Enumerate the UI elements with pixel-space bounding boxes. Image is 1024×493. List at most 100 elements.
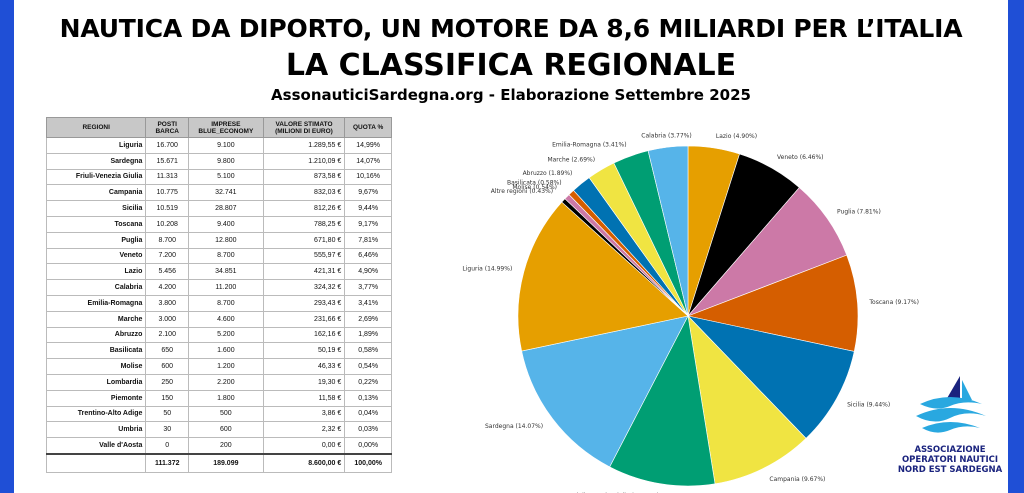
pie-label: Altre regioni (0.43%) (491, 188, 553, 195)
table-row: Puglia 8.700 12.800 671,80 €7,81% (45, 231, 392, 249)
logo-line-2: OPERATORI NAUTICI (901, 455, 999, 465)
pie-slice (687, 315, 807, 485)
table-row: Calabria 4.200 11.200 324,32 €3,77% (45, 279, 392, 296)
table-cell: 650 (145, 342, 190, 360)
table-cell: 671,80 € (262, 231, 346, 249)
table-cell: 10.775 (145, 184, 190, 202)
pie-label: Toscana (9.17%) (868, 299, 919, 306)
col-header-valore: VALORE STIMATO (MILIONI DI EURO) (262, 117, 346, 138)
table-cell: 162,16 € (262, 326, 346, 344)
table-cell: 9,67% (344, 184, 392, 202)
table-cell: 11.313 (145, 168, 190, 186)
table-cell: 5.100 (188, 168, 264, 186)
table-cell: Puglia (45, 231, 147, 249)
table-cell: 3,86 € (262, 405, 346, 423)
table-cell: Basilicata (45, 342, 147, 360)
logo-line-3: NORD EST SARDEGNA (897, 465, 1003, 475)
table-cell: Valle d'Aosta (45, 437, 147, 455)
table-row: Liguria 16.700 9.100 1.289,55 €14,99% (45, 137, 392, 154)
table-cell: 5.456 (145, 263, 190, 281)
logo-line-1: ASSOCIAZIONE (914, 445, 986, 455)
table-cell: 600 (188, 421, 264, 439)
sailboat-icon (946, 376, 972, 400)
total-cell (45, 452, 147, 473)
table-cell: 421,31 € (262, 263, 346, 281)
table-cell: 9.100 (188, 137, 264, 154)
table-row: Sardegna 15.671 9.800 1.210,09 €14,07% (45, 152, 392, 170)
table-cell: 9,44% (344, 200, 392, 217)
table-cell: Veneto (45, 247, 147, 265)
table-cell: 0,54% (344, 358, 392, 375)
table-cell: Liguria (45, 137, 147, 154)
table-cell: 5.200 (188, 326, 264, 344)
table-row: Campania 10.775 32.741 832,03 €9,67% (45, 184, 392, 202)
table-cell: 2.100 (145, 326, 190, 344)
table-cell: 11,58 € (262, 389, 346, 407)
table-row: Lombardia 250 2.200 19,30 €0,22% (45, 373, 392, 391)
table-cell: 9.400 (188, 215, 264, 233)
table-cell: 500 (188, 405, 264, 423)
table-cell: 15.671 (145, 152, 190, 170)
table-cell: 2.200 (188, 373, 264, 391)
pie-label: Puglia (7.81%) (837, 209, 881, 216)
table-cell: 873,58 € (262, 168, 346, 186)
pie-slice (686, 254, 859, 352)
table-cell: 50 (145, 405, 190, 423)
table-cell: 14,07% (344, 152, 392, 170)
total-cell: 8.600,00 € (262, 452, 346, 473)
table-cell: 16.700 (145, 137, 190, 154)
regions-table: REGIONI POSTI BARCA IMPRESE BLUE_ECONOMY… (45, 117, 392, 473)
table-cell: Marche (45, 310, 147, 328)
table-cell: 324,32 € (262, 279, 346, 296)
table-cell: Calabria (45, 279, 147, 296)
table-cell: Toscana (45, 215, 147, 233)
table-cell: 200 (188, 437, 264, 455)
total-cell: 100,00% (344, 452, 392, 473)
table-row: Emilia-Romagna 3.800 8.700 293,43 €3,41% (45, 294, 392, 312)
table-cell: 11.200 (188, 279, 264, 296)
table-row: Marche 3.000 4.600 231,66 €2,69% (45, 310, 392, 328)
pie-slice (521, 315, 689, 468)
table-cell: 8.700 (188, 247, 264, 265)
total-cell: 111.372 (145, 452, 190, 473)
total-cell: 189.099 (188, 452, 264, 473)
table-cell: 0,00% (344, 437, 392, 455)
table-row: Sicilia 10.519 28.807 812,26 €9,44% (45, 200, 392, 217)
pie-label: Marche (2.69%) (547, 157, 595, 164)
pie-slice (517, 201, 689, 352)
pie-label: Basilicata (0.58%) (507, 179, 562, 186)
table-cell: 1.210,09 € (262, 152, 346, 170)
table-cell: 0,22% (344, 373, 392, 391)
table-cell: 150 (145, 389, 190, 407)
table-row: Abruzzo 2.100 5.200 162,16 €1,89% (45, 326, 392, 344)
main-title: NAUTICA DA DIPORTO, UN MOTORE DA 8,6 MIL… (59, 14, 963, 43)
table-cell: 832,03 € (262, 184, 346, 202)
table-cell: 9.800 (188, 152, 264, 170)
pie-label: Sicilia (9.44%) (847, 401, 890, 408)
table-cell: 19,30 € (262, 373, 346, 391)
table-cell: 10.519 (145, 200, 190, 217)
table-cell: 812,26 € (262, 200, 346, 217)
table-cell: 2,69% (344, 310, 392, 328)
table-cell: Friuli-Venezia Giulia (45, 168, 147, 186)
pie-label: Sardegna (14.07%) (485, 423, 543, 430)
col-header-posti-barca: POSTI BARCA (145, 117, 190, 138)
table-row: Piemonte 150 1.800 11,58 €0,13% (45, 389, 392, 407)
table-cell: 10.208 (145, 215, 190, 233)
col-header-regioni: REGIONI (45, 117, 147, 138)
table-row: Veneto 7.200 8.700 555,97 €6,46% (45, 247, 392, 265)
table-cell: 0,04% (344, 405, 392, 423)
table-cell: 788,25 € (262, 215, 346, 233)
source-line: AssonauticiSardegna.org - Elaborazione S… (271, 86, 751, 104)
table-cell: 28.807 (188, 200, 264, 217)
table-cell: Molise (45, 358, 147, 375)
pie-label: Lazio (4.90%) (716, 133, 757, 140)
wave-icon (916, 397, 986, 433)
table-body: Liguria 16.700 9.100 1.289,55 €14,99% Sardeg… (45, 137, 392, 473)
table-row: Toscana 10.208 9.400 788,25 €9,17% (45, 215, 392, 233)
totals-row: 111.372 189.099 8.600,00 €100,00% (45, 452, 392, 473)
table-cell: Sicilia (45, 200, 147, 217)
table-cell: 3,77% (344, 279, 392, 296)
table-cell: 1.289,55 € (262, 137, 346, 154)
table-row: Umbria 30 600 2,32 €0,03% (45, 421, 392, 439)
